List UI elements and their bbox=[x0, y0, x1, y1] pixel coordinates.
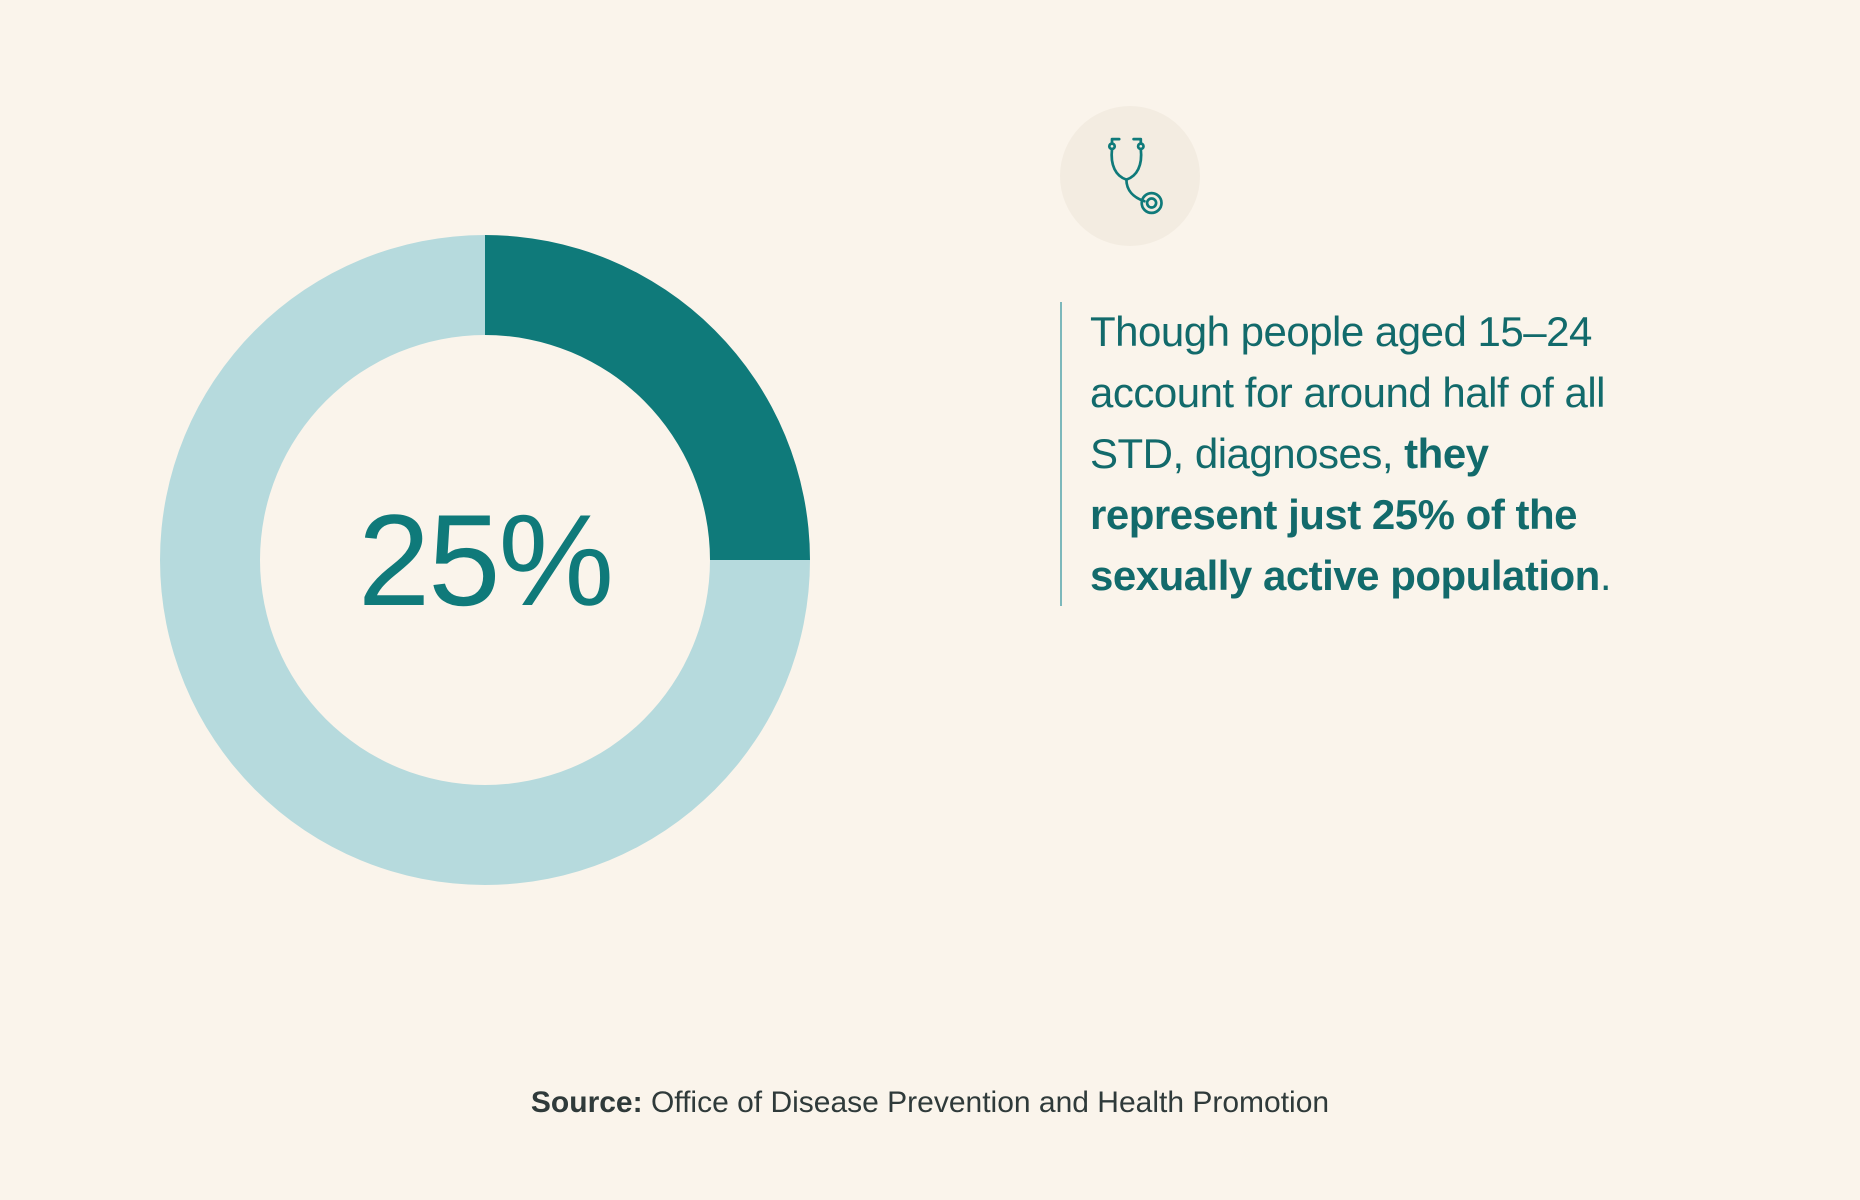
donut-chart: 25% bbox=[160, 235, 810, 885]
source-label: Source: bbox=[531, 1086, 643, 1119]
stethoscope-badge bbox=[1060, 106, 1200, 246]
donut-center-label: 25% bbox=[358, 495, 612, 625]
stethoscope-icon bbox=[1085, 131, 1175, 221]
body-text: Though people aged 15–24 account for aro… bbox=[1090, 302, 1680, 606]
source-line: Source: Office of Disease Prevention and… bbox=[0, 1086, 1860, 1120]
right-column: Though people aged 15–24 account for aro… bbox=[1060, 106, 1710, 606]
source-rest: Office of Disease Prevention and Health … bbox=[643, 1086, 1329, 1119]
body-block: Though people aged 15–24 account for aro… bbox=[1060, 302, 1680, 606]
body-text-tail: . bbox=[1600, 552, 1611, 599]
body-rule bbox=[1060, 302, 1062, 606]
infographic-canvas: 25% bbox=[0, 0, 1860, 1200]
body-text-plain: Though people aged 15–24 account for aro… bbox=[1090, 308, 1605, 477]
